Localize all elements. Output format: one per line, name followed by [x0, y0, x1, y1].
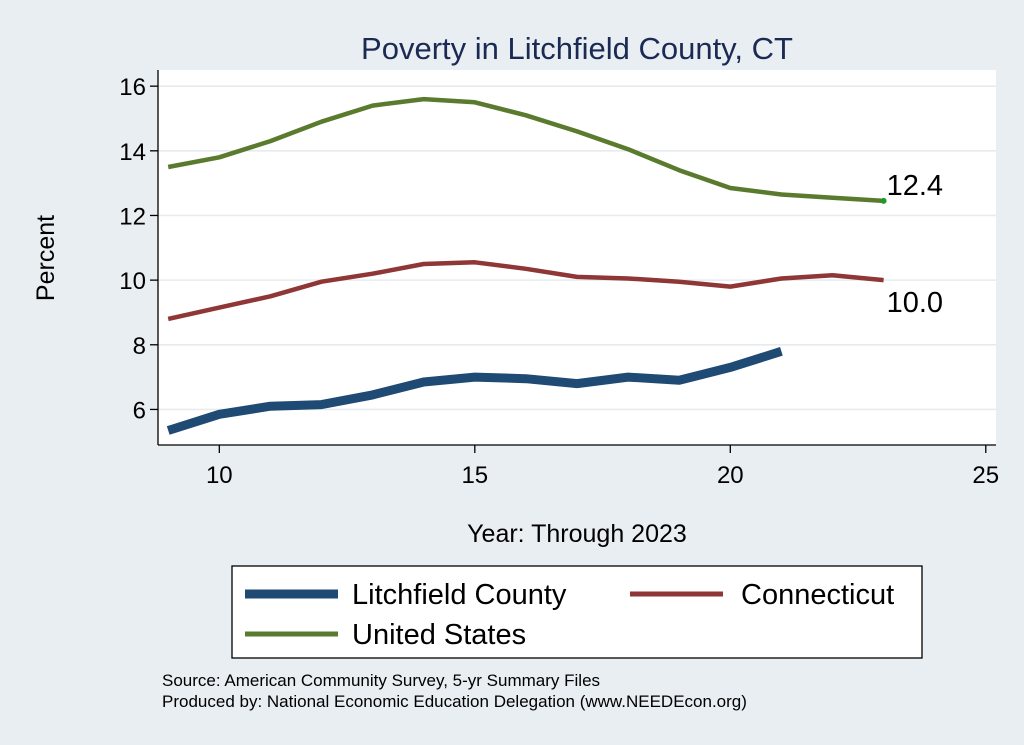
y-axis-ticks: 6 8 10 12 14 16: [119, 74, 158, 424]
y-tick-label-16: 16: [119, 74, 146, 101]
end-label-connecticut: 10.0: [887, 287, 943, 319]
y-tick-label-6: 6: [133, 397, 146, 424]
producer-note: Produced by: National Economic Education…: [162, 692, 747, 711]
x-tick-label-15: 15: [461, 462, 488, 489]
legend: Litchfield County Connecticut United Sta…: [231, 565, 923, 659]
series-lines: [166, 96, 884, 435]
x-tick-label-10: 10: [206, 462, 233, 489]
legend-box: [231, 565, 923, 659]
y-tick-label-8: 8: [133, 333, 146, 360]
plot-background: [158, 70, 996, 445]
gridlines: [158, 85, 996, 411]
y-tick-label-10: 10: [119, 268, 146, 295]
x-tick-label-20: 20: [717, 462, 744, 489]
legend-label-connecticut: Connecticut: [741, 579, 894, 611]
series-line-litchfield-county: [166, 347, 783, 435]
legend-label-united-states: United States: [352, 619, 526, 651]
y-axis-title: Percent: [32, 215, 60, 301]
chart-title: Poverty in Litchfield County, CT: [361, 31, 793, 66]
source-note: Source: American Community Survey, 5-yr …: [162, 671, 600, 690]
series-line-united-states: [167, 96, 884, 204]
x-tick-label-25: 25: [972, 462, 999, 489]
end-label-united-states: 12.4: [887, 170, 943, 202]
y-tick-label-12: 12: [119, 203, 146, 230]
x-axis-ticks: 10 15 20 25: [206, 445, 999, 489]
y-tick-label-14: 14: [119, 139, 146, 166]
series-line-connecticut: [167, 260, 884, 322]
legend-label-litchfield: Litchfield County: [352, 579, 567, 611]
x-axis-title: Year: Through 2023: [467, 520, 687, 548]
end-point-united-states: [880, 197, 887, 204]
end-labels: 12.4 10.0: [880, 170, 943, 319]
